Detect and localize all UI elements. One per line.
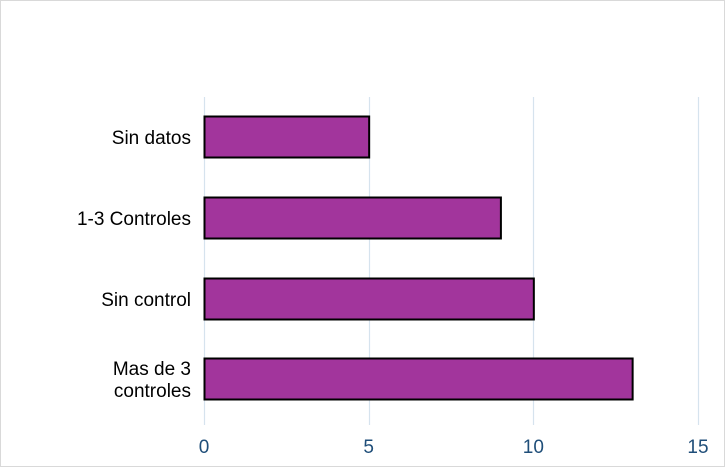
category-label-3: Sin control <box>101 290 191 311</box>
bar-1 <box>203 115 371 159</box>
category-label-1: Sin datos <box>112 128 191 149</box>
x-tick-labels: 0 5 10 15 <box>199 437 709 458</box>
bar-4 <box>203 357 634 401</box>
bar-2 <box>203 196 502 240</box>
x-tick-label-5: 5 <box>363 437 374 458</box>
bar-3 <box>203 277 535 321</box>
x-tick-label-15: 15 <box>687 437 708 458</box>
x-tick-label-0: 0 <box>199 437 210 458</box>
category-label-2: 1-3 Controles <box>77 209 191 230</box>
category-label-4: Mas de 3 controles <box>113 359 191 402</box>
category-labels: Sin datos 1-3 Controles Sin control Mas de … <box>77 128 191 402</box>
bars <box>203 115 634 401</box>
x-tick-label-10: 10 <box>523 437 544 458</box>
